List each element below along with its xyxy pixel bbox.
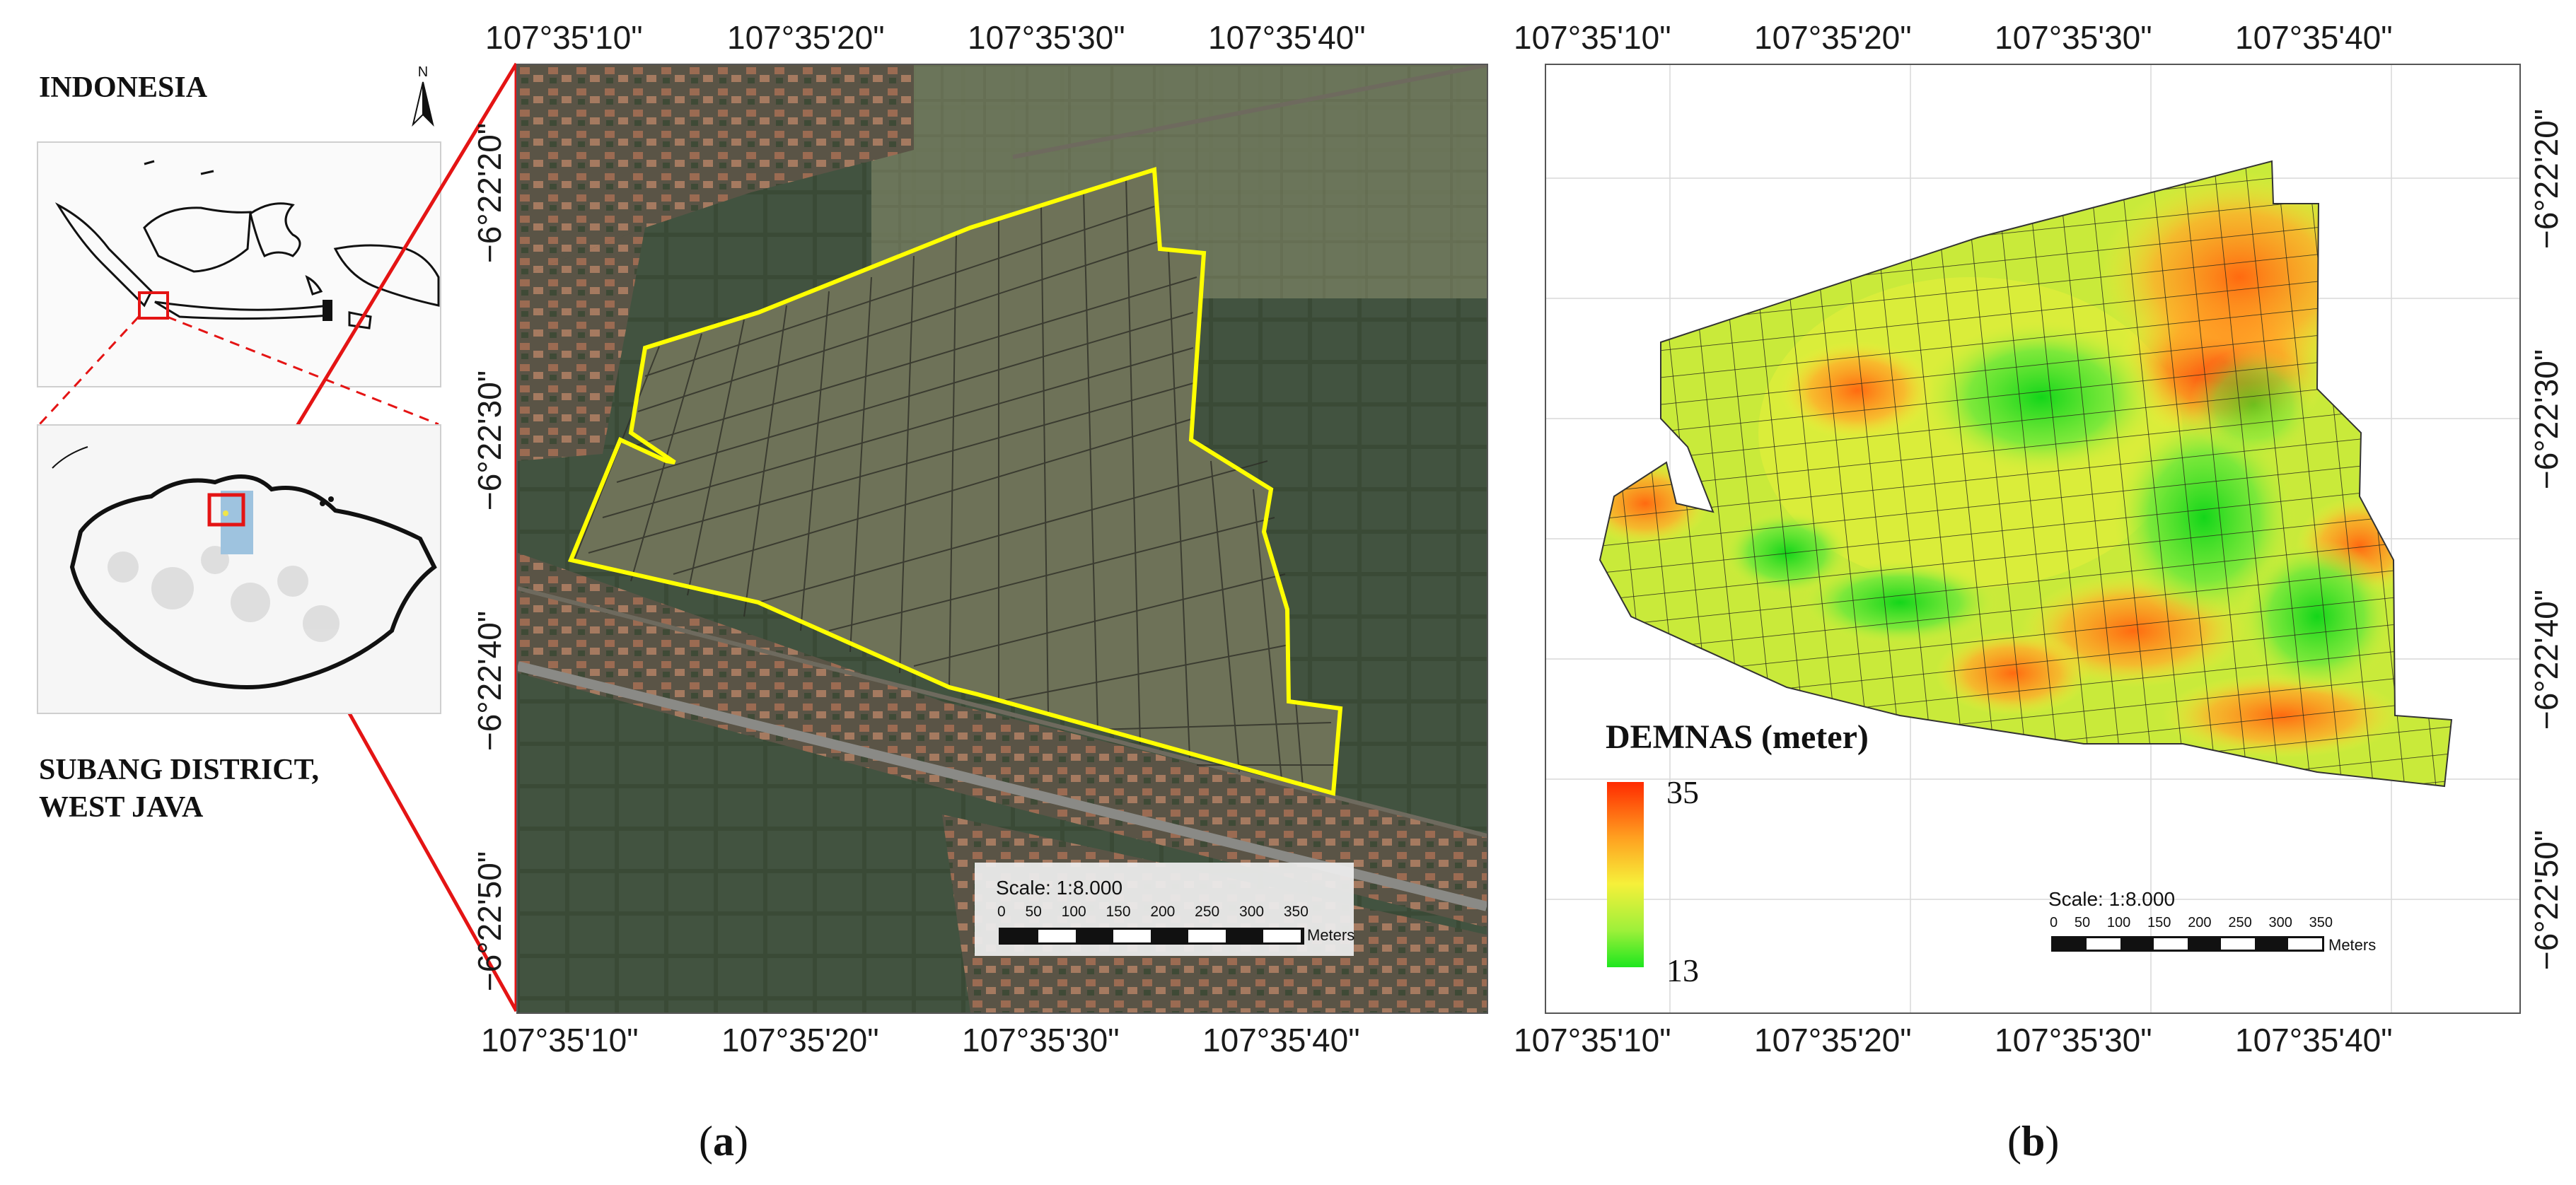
scale-bar-graphic-a	[999, 928, 1304, 945]
panel-label-b: (b)	[2007, 1117, 2059, 1166]
scale-bar-b: Scale: 1:8.000 0 50 100 150 200 250 300 …	[2046, 884, 2385, 969]
coord-left-a-0: −6°22'20"	[471, 122, 508, 264]
north-arrow-icon: N	[409, 62, 437, 127]
coord-right-b-0: −6°22'20"	[2528, 108, 2565, 250]
scale-ticks-b: 0 50 100 150 200 250 300 350	[2050, 915, 2333, 931]
scale-tick: 300	[1239, 904, 1265, 920]
panel-label-b-letter: b	[2021, 1118, 2046, 1164]
coord-bottom-b-2: 107°35'30"	[1995, 1022, 2152, 1058]
coord-top-b-2: 107°35'30"	[1995, 19, 2152, 56]
scale-tick: 100	[2106, 915, 2131, 930]
coord-top-a-1: 107°35'20"	[727, 19, 885, 56]
scale-tick: 50	[2074, 915, 2091, 930]
scale-tick: 250	[2228, 915, 2252, 930]
coord-top-a-0: 107°35'10"	[485, 19, 643, 56]
scale-unit-a: Meters	[1307, 926, 1355, 944]
study-area-boundary	[567, 166, 1343, 796]
scale-tick: 50	[1025, 904, 1042, 920]
coord-bottom-a-2: 107°35'30"	[962, 1022, 1120, 1058]
scale-ticks-a: 0 50 100 150 200 250 300 350	[997, 904, 1309, 921]
scale-tick: 250	[1195, 904, 1220, 920]
scale-tick: 0	[2050, 915, 2058, 930]
scale-text-b: Scale: 1:8.000	[2048, 888, 2176, 910]
coord-bottom-b-3: 107°35'40"	[2235, 1022, 2393, 1058]
indonesia-inset-map	[37, 141, 441, 387]
scale-unit-b: Meters	[2328, 936, 2377, 954]
panel-label-a-close: )	[733, 1118, 748, 1164]
dem-surface	[1600, 161, 2452, 786]
district-label-line2: WEST JAVA	[39, 790, 204, 824]
west-java-inset-map	[37, 424, 441, 714]
coord-top-a-2: 107°35'30"	[968, 19, 1125, 56]
scale-bar-a: Scale: 1:8.000 0 50 100 150 200 250 300 …	[975, 863, 1354, 956]
coord-bottom-a-1: 107°35'20"	[721, 1022, 879, 1058]
legend-min: 13	[1666, 952, 1699, 988]
coord-bottom-b-1: 107°35'20"	[1754, 1022, 1912, 1058]
panel-label-b-open: (	[2007, 1118, 2021, 1164]
coord-right-b-3: −6°22'50"	[2528, 829, 2565, 971]
panel-label-a: (a)	[699, 1117, 748, 1166]
scale-bar-graphic-b	[2051, 936, 2324, 952]
coord-top-b-3: 107°35'40"	[2235, 19, 2393, 56]
coord-right-b-2: −6°22'40"	[2528, 589, 2565, 730]
coord-top-a-3: 107°35'40"	[1208, 19, 1366, 56]
district-label-line1: SUBANG DISTRICT,	[39, 754, 319, 786]
dem-map-panel	[1545, 64, 2521, 1014]
coord-top-b-1: 107°35'20"	[1754, 19, 1912, 56]
scale-tick: 350	[1283, 904, 1309, 920]
coord-right-b-1: −6°22'30"	[2528, 349, 2565, 490]
svg-text:N: N	[418, 64, 428, 80]
legend-title: DEMNAS (meter)	[1606, 718, 1869, 756]
coord-left-a-3: −6°22'50"	[471, 851, 508, 992]
panel-label-a-letter: a	[712, 1118, 734, 1164]
scale-tick: 200	[1150, 904, 1176, 920]
coord-left-a-1: −6°22'30"	[471, 370, 508, 511]
panel-label-b-close: )	[2045, 1118, 2060, 1164]
scale-tick: 0	[997, 904, 1006, 920]
district-label: SUBANG DISTRICT, WEST JAVA	[39, 752, 319, 826]
scale-tick: 300	[2268, 915, 2292, 930]
country-label: INDONESIA	[39, 71, 208, 104]
legend-max: 35	[1666, 774, 1699, 810]
scale-tick: 150	[2147, 915, 2171, 930]
scale-tick: 350	[2309, 915, 2333, 930]
scale-tick: 200	[2188, 915, 2212, 930]
coord-bottom-b-0: 107°35'10"	[1514, 1022, 1671, 1058]
coord-top-b-0: 107°35'10"	[1514, 19, 1671, 56]
coord-bottom-a-3: 107°35'40"	[1202, 1022, 1360, 1058]
coord-bottom-a-0: 107°35'10"	[481, 1022, 639, 1058]
panel-label-a-open: (	[699, 1118, 713, 1164]
scale-text-a: Scale: 1:8.000	[996, 877, 1123, 899]
scale-tick: 150	[1106, 904, 1131, 920]
coord-left-a-2: −6°22'40"	[471, 610, 508, 752]
legend-color-ramp	[1607, 782, 1644, 967]
satellite-map-panel	[516, 64, 1488, 1014]
scale-tick: 100	[1061, 904, 1086, 920]
